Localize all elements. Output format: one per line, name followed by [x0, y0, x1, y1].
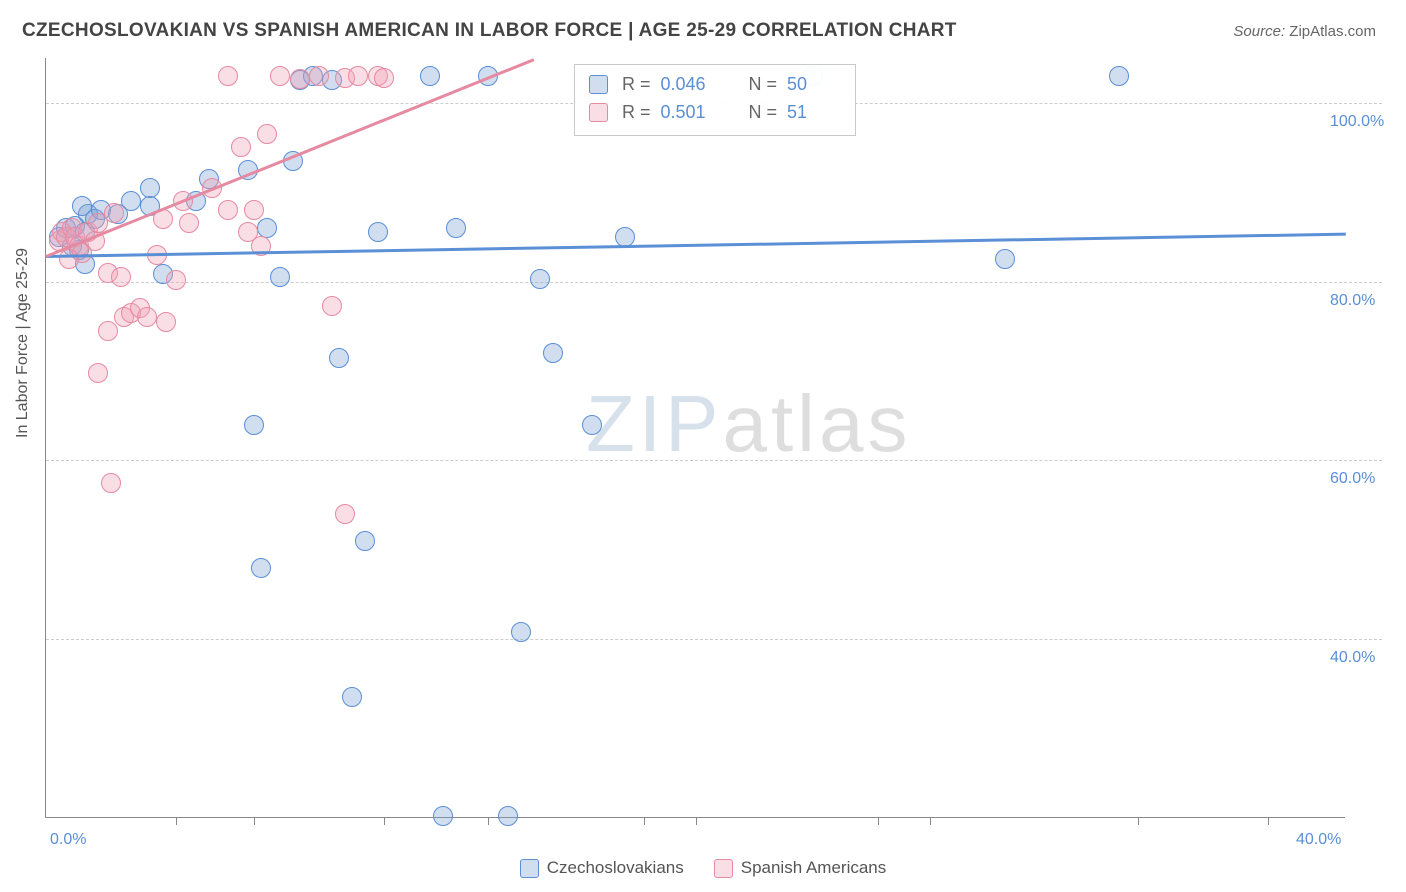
- x-minor-tick: [878, 817, 879, 825]
- legend-item-czech: Czechoslovakians: [520, 858, 684, 878]
- legend-swatch-spanish: [714, 859, 733, 878]
- data-point: [101, 473, 121, 493]
- stats-r-label: R =: [622, 71, 651, 99]
- data-point: [244, 415, 264, 435]
- chart-area: In Labor Force | Age 25-29 ZIPatlas 40.0…: [45, 58, 1345, 818]
- data-point: [251, 558, 271, 578]
- stats-n-label: N =: [749, 71, 778, 99]
- data-point: [111, 267, 131, 287]
- stats-row: R = 0.046 N = 50: [589, 71, 841, 99]
- data-point: [98, 321, 118, 341]
- source: Source: ZipAtlas.com: [1233, 23, 1376, 40]
- x-minor-tick: [176, 817, 177, 825]
- x-minor-tick: [644, 817, 645, 825]
- y-axis-title: In Labor Force | Age 25-29: [14, 248, 32, 438]
- source-label: Source:: [1233, 23, 1285, 40]
- data-point: [290, 69, 310, 89]
- y-tick-label: 60.0%: [1330, 470, 1375, 488]
- data-point: [420, 66, 440, 86]
- y-tick-label: 40.0%: [1330, 649, 1375, 667]
- data-point: [995, 249, 1015, 269]
- grid-line: [46, 460, 1382, 461]
- x-minor-tick: [1138, 817, 1139, 825]
- legend-label-czech: Czechoslovakians: [547, 858, 684, 878]
- data-point: [582, 415, 602, 435]
- x-minor-tick: [930, 817, 931, 825]
- data-point: [166, 270, 186, 290]
- data-point: [511, 622, 531, 642]
- x-minor-tick: [254, 817, 255, 825]
- y-tick-label: 80.0%: [1330, 292, 1375, 310]
- data-point: [498, 806, 518, 826]
- source-value: ZipAtlas.com: [1289, 23, 1376, 40]
- stats-r-label: R =: [622, 99, 651, 127]
- x-tick-label: 0.0%: [50, 831, 86, 849]
- data-point: [88, 363, 108, 383]
- watermark: ZIPatlas: [586, 378, 911, 470]
- stats-r-value: 0.046: [661, 71, 715, 99]
- data-point: [355, 531, 375, 551]
- stats-n-label: N =: [749, 99, 778, 127]
- data-point: [59, 249, 79, 269]
- watermark-zip: ZIP: [586, 379, 722, 468]
- stats-n-value: 50: [787, 71, 841, 99]
- bottom-legend: Czechoslovakians Spanish Americans: [0, 858, 1406, 878]
- stats-r-value: 0.501: [661, 99, 715, 127]
- data-point: [244, 200, 264, 220]
- stats-n-value: 51: [787, 99, 841, 127]
- data-point: [179, 213, 199, 233]
- data-point: [270, 267, 290, 287]
- data-point: [218, 66, 238, 86]
- plot-area: ZIPatlas 40.0%60.0%80.0%100.0%0.0%40.0%R…: [45, 58, 1345, 818]
- data-point: [1109, 66, 1129, 86]
- legend-label-spanish: Spanish Americans: [741, 858, 887, 878]
- data-point: [218, 200, 238, 220]
- grid-line: [46, 282, 1382, 283]
- stats-box: R = 0.046 N = 50 R = 0.501 N = 51: [574, 64, 856, 136]
- data-point: [530, 269, 550, 289]
- data-point: [335, 504, 355, 524]
- y-tick-label: 100.0%: [1330, 113, 1384, 131]
- watermark-atlas: atlas: [722, 379, 911, 468]
- data-point: [615, 227, 635, 247]
- data-point: [104, 203, 124, 223]
- title-bar: CZECHOSLOVAKIAN VS SPANISH AMERICAN IN L…: [0, 0, 1406, 52]
- data-point: [342, 687, 362, 707]
- data-point: [433, 806, 453, 826]
- chart-title: CZECHOSLOVAKIAN VS SPANISH AMERICAN IN L…: [22, 20, 957, 42]
- data-point: [257, 124, 277, 144]
- data-point: [446, 218, 466, 238]
- data-point: [329, 348, 349, 368]
- stats-swatch: [589, 103, 608, 122]
- x-minor-tick: [1268, 817, 1269, 825]
- x-minor-tick: [696, 817, 697, 825]
- x-tick-label: 40.0%: [1296, 831, 1341, 849]
- stats-swatch: [589, 75, 608, 94]
- data-point: [368, 222, 388, 242]
- data-point: [543, 343, 563, 363]
- data-point: [322, 296, 342, 316]
- legend-item-spanish: Spanish Americans: [714, 858, 887, 878]
- data-point: [309, 66, 329, 86]
- legend-swatch-czech: [520, 859, 539, 878]
- data-point: [374, 68, 394, 88]
- data-point: [140, 178, 160, 198]
- data-point: [348, 66, 368, 86]
- data-point: [156, 312, 176, 332]
- data-point: [270, 66, 290, 86]
- data-point: [137, 307, 157, 327]
- stats-row: R = 0.501 N = 51: [589, 99, 841, 127]
- x-minor-tick: [488, 817, 489, 825]
- data-point: [231, 137, 251, 157]
- x-minor-tick: [384, 817, 385, 825]
- grid-line: [46, 639, 1382, 640]
